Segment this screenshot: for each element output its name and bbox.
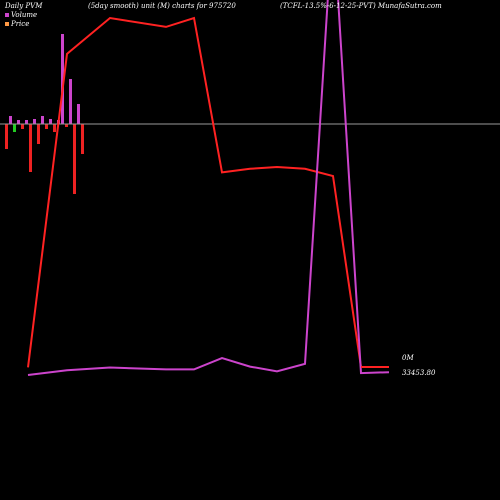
pvm-bar	[41, 116, 44, 124]
legend-price-swatch	[5, 22, 9, 26]
pvm-bar	[61, 34, 64, 124]
chart-title-middle: (5day smooth) unit (M) charts for 975720	[88, 2, 236, 10]
pvm-bar	[17, 120, 20, 124]
volume-end-label: 0M	[402, 354, 414, 362]
legend-volume: Volume	[5, 11, 37, 19]
chart-title-left: Daily PVM	[5, 2, 43, 10]
legend-volume-swatch	[5, 13, 9, 17]
pvm-bar	[77, 104, 80, 124]
pvm-bar	[5, 124, 8, 149]
pvm-bar	[45, 124, 48, 129]
price-end-label: 33453.80	[402, 369, 436, 377]
pvm-bar	[73, 124, 76, 194]
pvm-bar	[33, 119, 36, 124]
pvm-bar	[29, 124, 32, 172]
legend-price: Price	[5, 20, 29, 28]
pvm-bar	[37, 124, 40, 144]
pvm-bar	[21, 124, 24, 129]
pvm-bar	[9, 116, 12, 124]
pvm-bar	[65, 124, 68, 127]
pvm-bar	[53, 124, 56, 132]
pvm-bar	[13, 124, 16, 132]
pvm-bar	[49, 119, 52, 124]
legend-volume-label: Volume	[11, 11, 38, 19]
pvm-bar	[81, 124, 84, 154]
pvm-bar	[69, 79, 72, 124]
pvm-bar	[25, 120, 28, 124]
legend-price-label: Price	[11, 20, 30, 28]
chart-title-right: (TCFL-13.5%-6-12-25-PVT) MunafaSutra.com	[280, 2, 442, 10]
price-series-line	[27, 16, 389, 368]
volume-series-line	[27, 0, 390, 376]
